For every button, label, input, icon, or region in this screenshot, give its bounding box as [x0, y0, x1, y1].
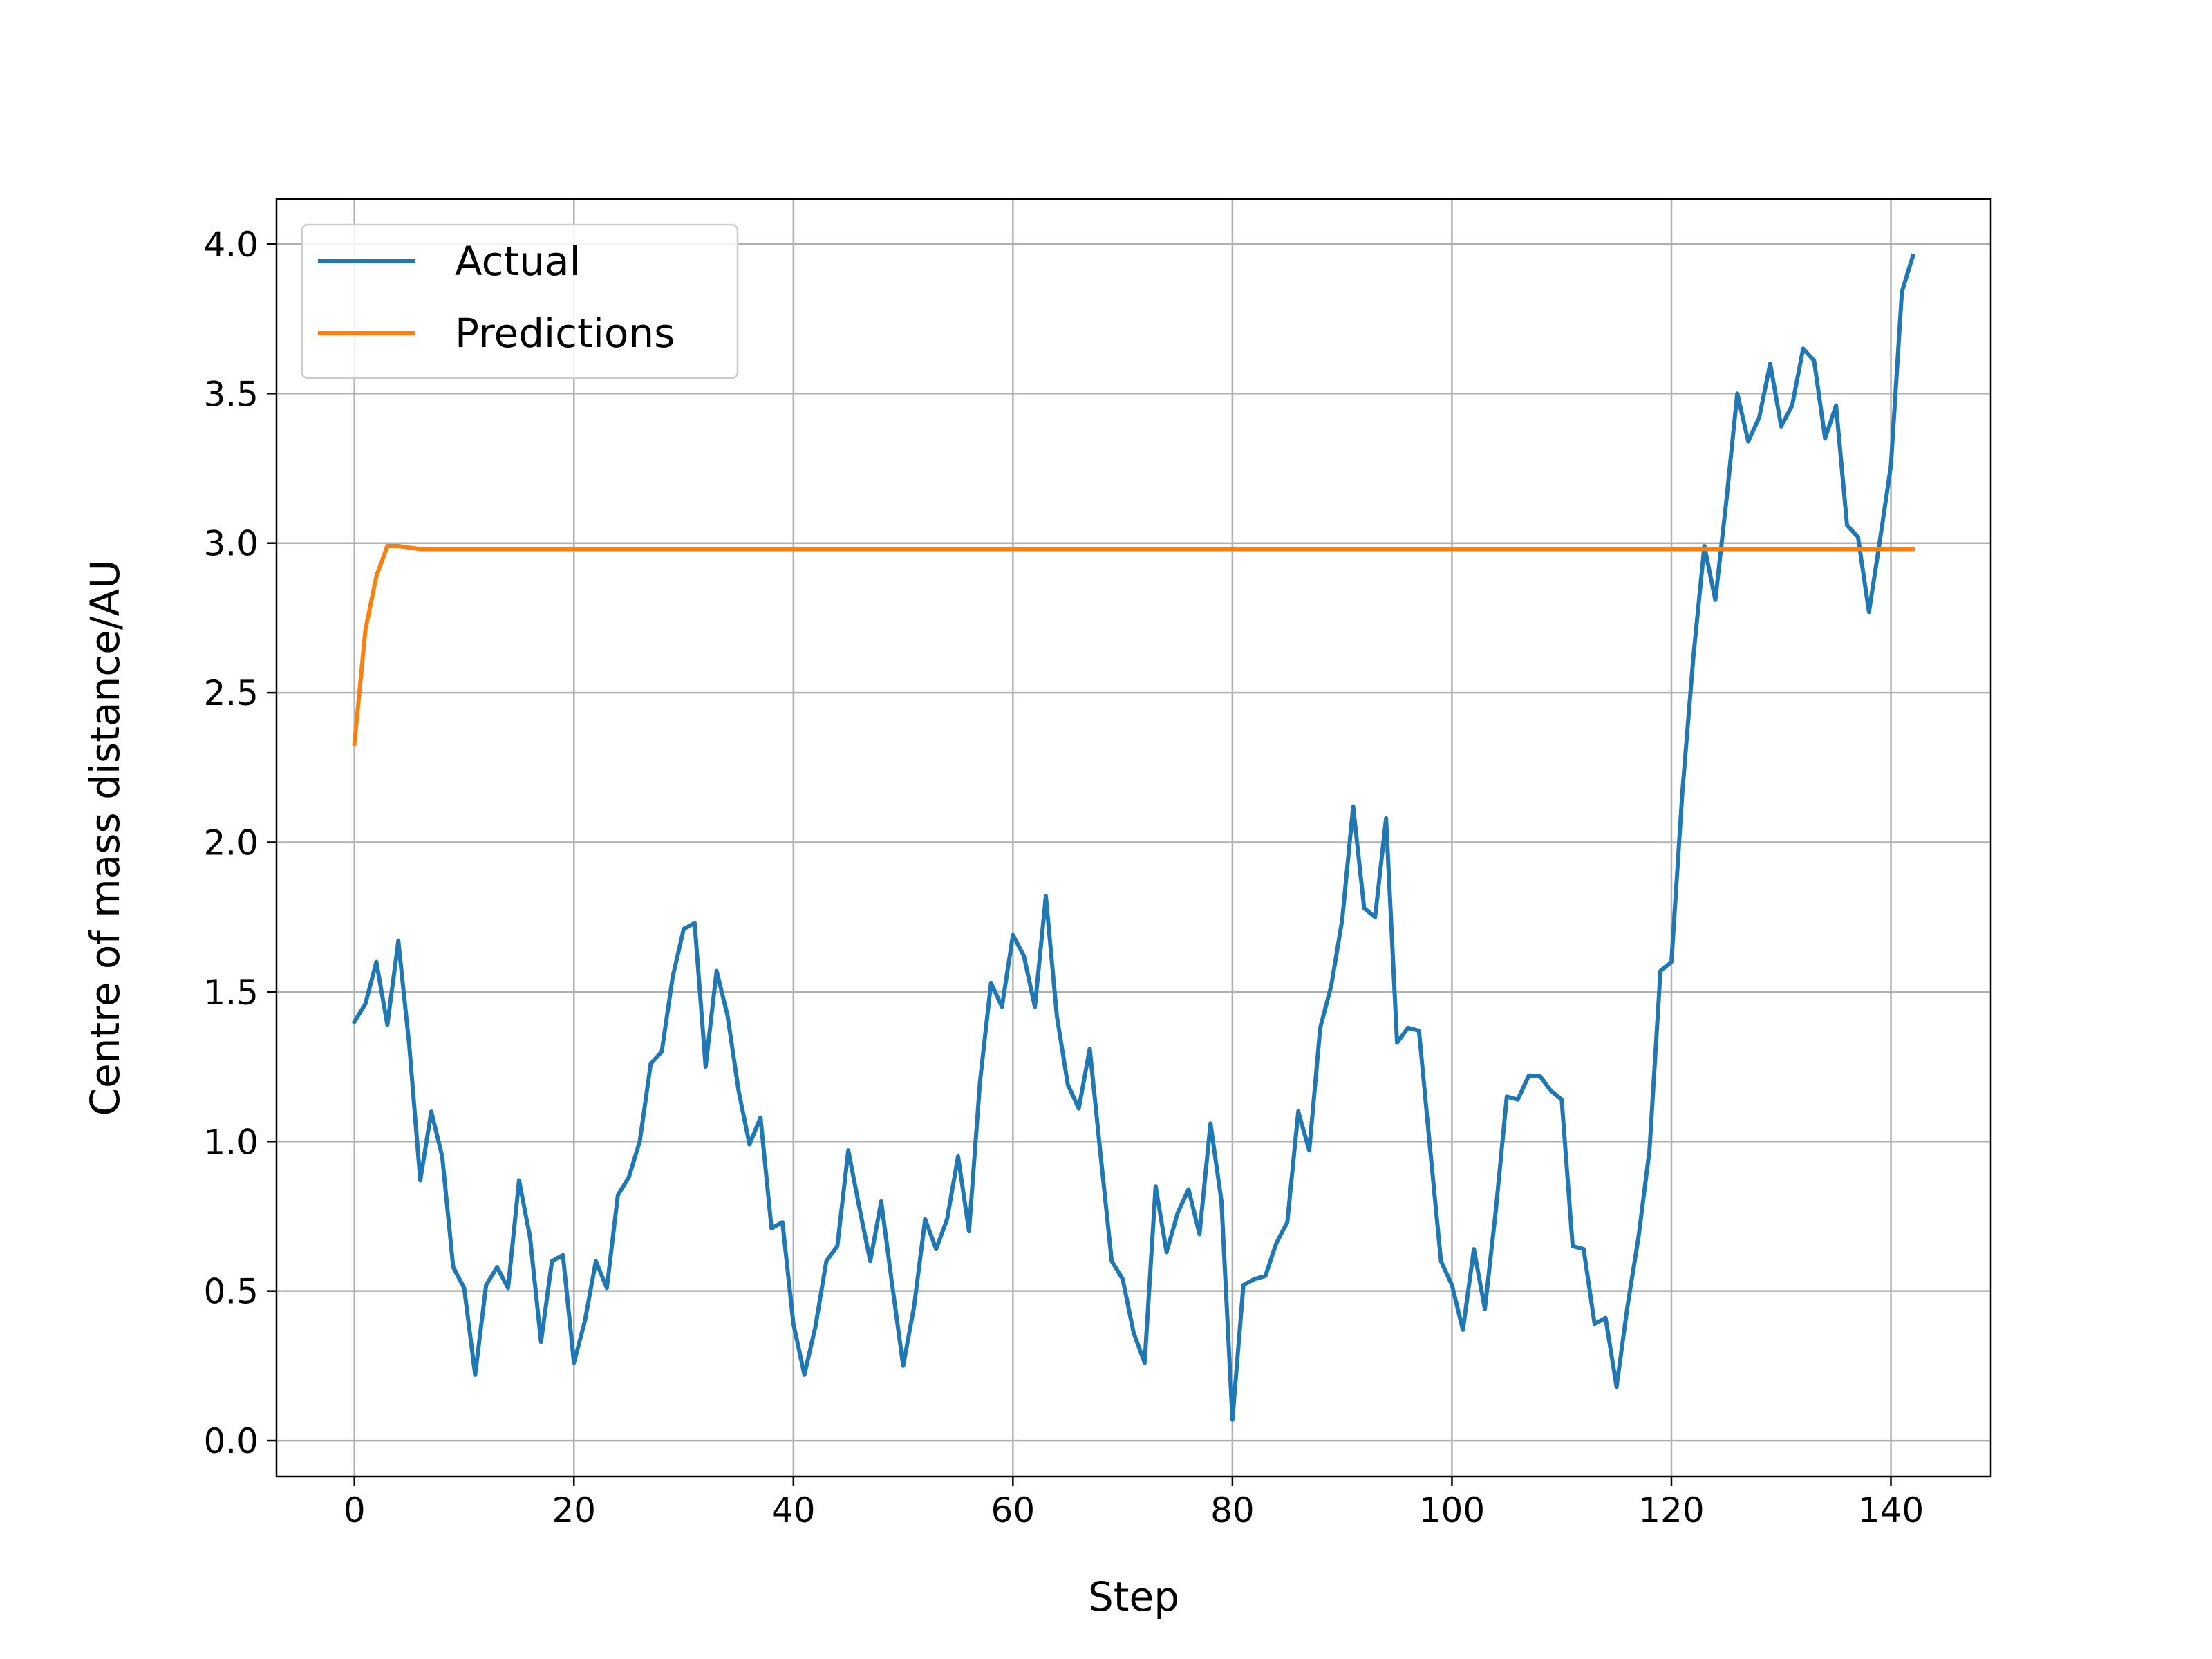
- y-tick-label: 2.5: [203, 673, 259, 713]
- series-line-predictions: [352, 544, 1915, 746]
- x-tick-label: 40: [771, 1490, 816, 1530]
- x-tick-label: 0: [344, 1490, 366, 1530]
- x-tick-label: 60: [991, 1490, 1035, 1530]
- axis-ticks: 0 20 40 60 80 100 120 140 0.0 0.5 1.0 1.5 2.0 2.5 3.0 3…: [203, 225, 1924, 1530]
- x-axis-label: Step: [1088, 1573, 1179, 1620]
- y-tick-label: 4.0: [203, 225, 259, 265]
- x-tick-label: 20: [552, 1490, 596, 1530]
- y-tick-label: 0.0: [203, 1421, 259, 1461]
- plot-area-frame: [275, 198, 1992, 1478]
- y-tick-label: 3.0: [203, 524, 259, 564]
- y-tick-label: 1.0: [203, 1122, 259, 1162]
- series-lines: [351, 253, 1916, 1422]
- y-tick-label: 2.0: [203, 823, 259, 863]
- legend-label-predictions: Predictions: [455, 310, 675, 357]
- legend-label-actual: Actual: [455, 238, 581, 285]
- x-tick-label: 120: [1638, 1490, 1704, 1530]
- x-tick-label: 100: [1419, 1490, 1485, 1530]
- y-axis-label: Centre of mass distance/AU: [82, 559, 129, 1116]
- grid: [276, 199, 1991, 1477]
- y-tick-label: 3.5: [203, 374, 259, 414]
- y-tick-label: 1.5: [203, 973, 259, 1013]
- series-line-actual: [351, 253, 1916, 1422]
- x-tick-label: 80: [1210, 1490, 1255, 1530]
- legend: Actual Predictions: [301, 223, 739, 379]
- x-tick-label: 140: [1858, 1490, 1924, 1530]
- y-tick-label: 0.5: [203, 1272, 259, 1312]
